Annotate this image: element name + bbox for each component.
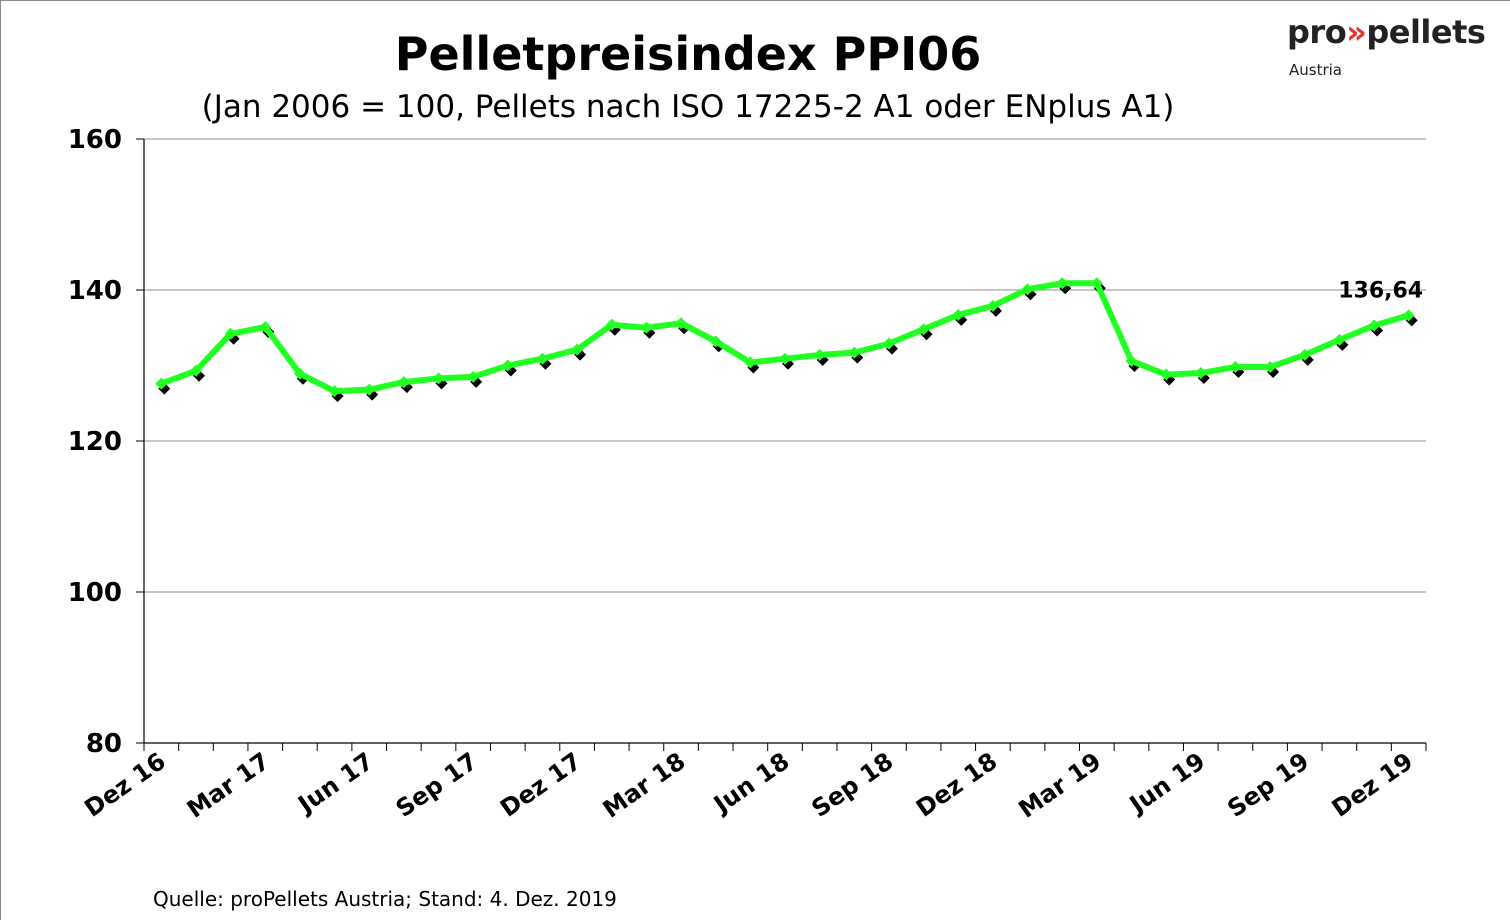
data-point [882, 337, 895, 350]
data-point [1194, 367, 1207, 380]
x-tick-label: Jun 19 [1123, 747, 1210, 820]
data-point [155, 377, 168, 390]
x-tick-label: Jun 17 [291, 747, 378, 820]
data-point [1368, 319, 1381, 332]
data-point [363, 383, 376, 396]
y-tick-label: 140 [68, 276, 122, 306]
data-point [917, 323, 930, 336]
logo-wordmark: pro»pellets [1287, 13, 1497, 51]
x-tick-label: Jun 18 [707, 747, 794, 820]
x-tick-label: Mar 19 [1013, 747, 1106, 824]
y-tick-label: 120 [68, 427, 122, 457]
data-point [259, 320, 272, 333]
data-point [1021, 283, 1034, 296]
data-point [1090, 277, 1103, 290]
logo-suffix: pellets [1366, 13, 1486, 51]
source-note: Quelle: proPellets Austria; Stand: 4. De… [153, 887, 617, 911]
x-tick-label: Sep 17 [391, 747, 483, 823]
data-point [328, 385, 341, 398]
x-tick-label: Mar 17 [182, 747, 275, 824]
x-tick-label: Mar 18 [598, 747, 691, 824]
data-point [1298, 348, 1311, 361]
logo-prefix: pro [1287, 13, 1347, 51]
data-point [952, 308, 965, 321]
x-tick-label: Sep 19 [1222, 747, 1314, 823]
data-point [432, 372, 445, 385]
chart-title: Pelletpreisindex PPI06 [394, 27, 982, 81]
logo-subtitle: Austria [1289, 61, 1342, 79]
data-point [224, 327, 237, 340]
data-point [813, 348, 826, 361]
propellets-logo: pro»pellets Austria [1287, 13, 1497, 85]
data-point [1333, 333, 1346, 346]
data-point [571, 343, 584, 356]
x-tick-label: Sep 18 [807, 747, 899, 823]
data-point [1160, 368, 1173, 381]
y-tick-label: 100 [68, 578, 122, 608]
data-point [501, 359, 514, 372]
data-point [675, 317, 688, 330]
data-point [848, 346, 861, 359]
data-point [467, 370, 480, 383]
data-point [1264, 361, 1277, 374]
data-point [293, 367, 306, 380]
last-value-label: 136,64 [1338, 278, 1423, 303]
data-point [709, 335, 722, 348]
data-point [779, 352, 791, 365]
data-point [1125, 354, 1138, 367]
x-tick-label: Dez 19 [1327, 747, 1418, 823]
chart-subtitle: (Jan 2006 = 100, Pellets nach ISO 17225-… [201, 89, 1175, 125]
data-point [1229, 361, 1242, 374]
data-point [1056, 277, 1069, 290]
x-tick-label: Dez 18 [911, 747, 1002, 823]
x-tick-label: Dez 17 [495, 747, 586, 823]
data-point [744, 356, 757, 369]
y-tick-label: 80 [86, 729, 122, 759]
data-point [397, 376, 410, 389]
y-tick-label: 160 [68, 125, 122, 155]
data-point [986, 299, 999, 312]
data-point [1402, 309, 1415, 322]
data-point [605, 318, 618, 331]
logo-arrows-icon: » [1346, 13, 1367, 51]
data-point [189, 364, 202, 377]
data-point [536, 352, 549, 365]
series-line [158, 280, 1412, 395]
data-point [640, 321, 653, 334]
